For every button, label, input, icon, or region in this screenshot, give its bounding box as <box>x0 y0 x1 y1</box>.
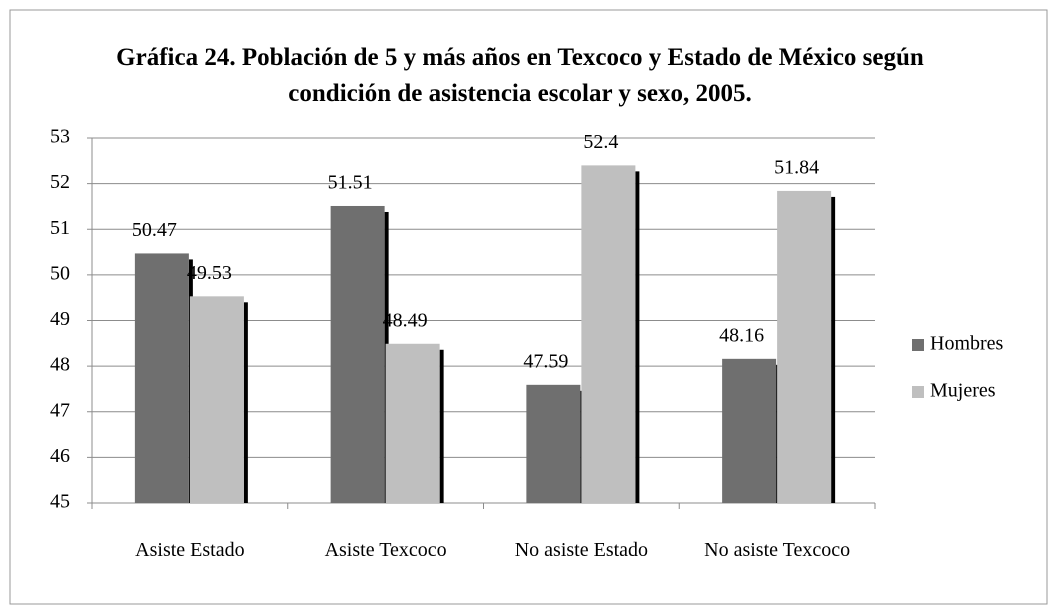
chart-title: Gráfica 24. Población de 5 y más años en… <box>116 44 924 107</box>
bar <box>330 205 385 503</box>
y-tick-label: 45 <box>50 491 70 513</box>
y-tick-label: 51 <box>50 217 70 239</box>
y-tick-label: 50 <box>50 262 70 284</box>
bar-shadow <box>439 349 444 503</box>
x-tick-label: Asiste Texcoco <box>324 539 447 561</box>
y-tick-label: 53 <box>50 126 70 148</box>
data-label: 49.53 <box>187 262 232 284</box>
legend-label: Mujeres <box>930 380 996 402</box>
data-label: 50.47 <box>132 219 177 241</box>
bar <box>189 296 244 503</box>
bar-shadow <box>635 171 640 503</box>
legend-swatch <box>912 339 924 351</box>
x-tick-label: No asiste Estado <box>514 539 649 561</box>
bar <box>722 358 777 503</box>
y-tick-label: 52 <box>50 171 70 193</box>
data-label: 48.49 <box>383 309 428 331</box>
data-label: 52.4 <box>583 131 618 153</box>
data-label: 51.84 <box>774 157 819 179</box>
bar <box>134 253 189 503</box>
data-label: 47.59 <box>523 350 568 372</box>
legend-label: Hombres <box>930 333 1004 355</box>
y-tick-label: 46 <box>50 445 70 467</box>
bar-shadow <box>243 302 248 503</box>
x-tick-label: Asiste Estado <box>135 539 245 561</box>
y-tick-label: 47 <box>50 399 70 421</box>
bar-shadow <box>831 196 836 504</box>
data-label: 48.16 <box>719 324 764 346</box>
bar <box>385 343 440 503</box>
y-tick-label: 48 <box>50 354 70 376</box>
y-tick-label: 49 <box>50 308 70 330</box>
bar <box>581 165 636 503</box>
chart-frame <box>9 9 1048 605</box>
data-label: 51.51 <box>328 172 373 194</box>
x-tick-label: No asiste Texcoco <box>704 539 851 561</box>
bar <box>526 384 581 503</box>
bar <box>777 190 832 504</box>
legend-swatch <box>912 386 924 398</box>
